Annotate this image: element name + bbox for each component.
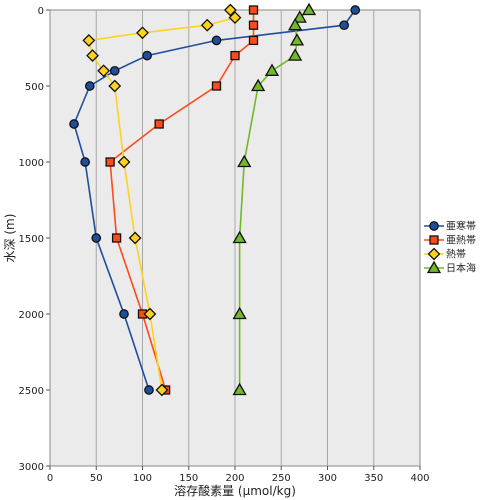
y-tick-label: 3000 bbox=[19, 462, 44, 473]
data-point bbox=[248, 20, 259, 30]
x-tick-label: 0 bbox=[47, 473, 53, 484]
legend-label: 日本海 bbox=[446, 262, 476, 275]
legend-marker bbox=[429, 221, 439, 231]
series-1 bbox=[69, 5, 361, 395]
x-tick-label: 350 bbox=[364, 473, 383, 484]
data-point bbox=[230, 50, 240, 61]
legend-label: 熱帯 bbox=[446, 248, 466, 261]
x-tick-label: 150 bbox=[179, 473, 198, 484]
data-point bbox=[200, 18, 214, 32]
x-tick-label: 50 bbox=[90, 473, 103, 484]
data-point bbox=[301, 2, 317, 16]
y-tick-label: 0 bbox=[38, 6, 44, 17]
data-point bbox=[86, 49, 99, 63]
data-point bbox=[82, 33, 96, 47]
y-tick-label: 2000 bbox=[19, 310, 44, 321]
data-point bbox=[292, 10, 307, 23]
x-tick-label: 250 bbox=[272, 473, 291, 484]
data-point bbox=[80, 157, 91, 167]
legend-item: 日本海 bbox=[424, 260, 476, 275]
data-point bbox=[339, 20, 349, 31]
data-point bbox=[105, 157, 115, 167]
y-tick-label: 500 bbox=[25, 82, 44, 93]
data-point bbox=[142, 50, 152, 61]
data-point bbox=[223, 3, 237, 17]
legend-item: 亜熱帯 bbox=[424, 234, 476, 247]
data-point bbox=[84, 81, 95, 91]
data-point bbox=[97, 64, 111, 78]
data-point bbox=[128, 231, 142, 245]
data-point bbox=[228, 11, 242, 25]
y-axis-title: 水深 (m) bbox=[3, 214, 17, 263]
data-point bbox=[211, 81, 222, 91]
legend-marker bbox=[426, 260, 442, 274]
data-point bbox=[117, 155, 131, 169]
data-point bbox=[91, 233, 102, 243]
legend-item: 亜寒帯 bbox=[424, 220, 476, 233]
data-point bbox=[154, 119, 164, 129]
grid-lines bbox=[95, 10, 375, 466]
x-tick-label: 400 bbox=[410, 473, 429, 484]
legend-label: 亜熱帯 bbox=[446, 234, 476, 247]
data-point bbox=[237, 154, 252, 168]
y-tick-label: 1500 bbox=[19, 234, 44, 245]
data-point bbox=[288, 48, 303, 61]
series-layer bbox=[69, 2, 361, 397]
legend-item: 熱帯 bbox=[424, 248, 466, 261]
data-point bbox=[350, 5, 361, 15]
series-4 bbox=[232, 2, 317, 396]
x-tick-label: 100 bbox=[133, 473, 152, 484]
x-tick-label: 300 bbox=[318, 473, 337, 484]
legend-label: 亜寒帯 bbox=[446, 220, 476, 233]
series-3 bbox=[82, 3, 242, 397]
data-point bbox=[232, 306, 247, 320]
data-point bbox=[108, 79, 122, 93]
data-point bbox=[251, 78, 266, 92]
y-tick-label: 2500 bbox=[19, 386, 44, 397]
data-point bbox=[155, 383, 169, 397]
data-point bbox=[143, 307, 157, 321]
data-point bbox=[144, 385, 154, 395]
data-point bbox=[232, 230, 247, 244]
x-tick-label: 200 bbox=[225, 473, 244, 484]
series-line bbox=[109, 10, 255, 391]
data-point bbox=[232, 382, 247, 396]
data-point bbox=[288, 17, 303, 31]
data-point bbox=[264, 63, 280, 76]
data-point bbox=[69, 119, 79, 129]
data-point bbox=[248, 35, 259, 46]
legend-marker bbox=[429, 235, 439, 245]
legend-marker bbox=[427, 247, 441, 261]
axis-ticks: 0 50 100 150 200 250 300 350 400 0 500 1000 1500 2000… bbox=[19, 6, 430, 484]
data-point bbox=[111, 233, 122, 243]
data-point bbox=[289, 33, 305, 46]
data-point bbox=[109, 65, 120, 76]
data-point bbox=[248, 5, 259, 15]
x-axis-title: 溶存酸素量 (μmol/kg) bbox=[174, 483, 296, 498]
data-point bbox=[119, 309, 129, 319]
y-tick-label: 1000 bbox=[19, 158, 44, 169]
data-point bbox=[211, 35, 222, 46]
data-point bbox=[136, 26, 149, 40]
